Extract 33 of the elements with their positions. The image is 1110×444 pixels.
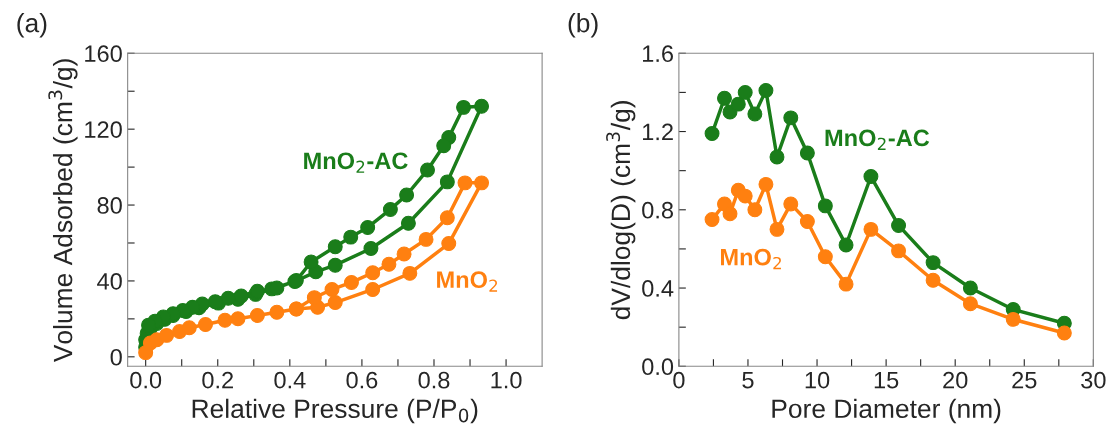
y-tick-label: 120 xyxy=(85,121,122,138)
series-label: MnO$_{2}$ xyxy=(437,271,498,292)
x-tick-label: 1.0 xyxy=(491,371,522,389)
y-tick-label: 0.4 xyxy=(642,280,674,297)
y-tick-label: 0.8 xyxy=(642,201,673,219)
x-tick-label: 5 xyxy=(742,372,754,389)
series-label: MnO$_{2}$ xyxy=(721,248,781,270)
y-tick-label: 40 xyxy=(97,273,122,290)
text: (b) xyxy=(568,13,598,38)
x-tick-label: 30 xyxy=(1081,371,1106,389)
x-tick-label: 0.0 xyxy=(130,371,162,389)
y-tick-label: 1.2 xyxy=(643,123,673,141)
y-tick-label: 0.0 xyxy=(642,358,674,376)
y-axis-title: Volume Adsorbed (cm$^{3}$/g) xyxy=(48,59,78,363)
y-tick-label: 0 xyxy=(110,348,122,366)
x-tick-label: 10 xyxy=(805,371,830,389)
x-tick-label: 15 xyxy=(874,372,899,389)
x-tick-label: 0.2 xyxy=(202,371,233,389)
x-tick-label: 0.8 xyxy=(418,371,450,389)
x-tick-label: 25 xyxy=(1012,371,1037,389)
x-tick-label: 20 xyxy=(943,371,968,389)
y-axis-title: dV/dlog(D) (cm$^{3}$/g) xyxy=(606,101,636,320)
y-tick-label: 160 xyxy=(85,45,122,63)
y-tick-label: 1.6 xyxy=(643,45,673,63)
text: (a) xyxy=(17,13,47,38)
series-label: MnO$_{2}$-AC xyxy=(304,152,408,173)
x-axis-title: Pore Diameter (nm) xyxy=(772,398,1001,424)
x-axis-title: Relative Pressure (P/P$_{0}$) xyxy=(192,398,478,424)
series-label: MnO$_{2}$-AC xyxy=(825,129,930,150)
x-tick-label: 0.4 xyxy=(274,371,306,389)
y-tick-label: 80 xyxy=(97,197,122,214)
x-tick-label: 0.6 xyxy=(346,371,378,389)
x-tick-label: 0 xyxy=(673,371,685,389)
